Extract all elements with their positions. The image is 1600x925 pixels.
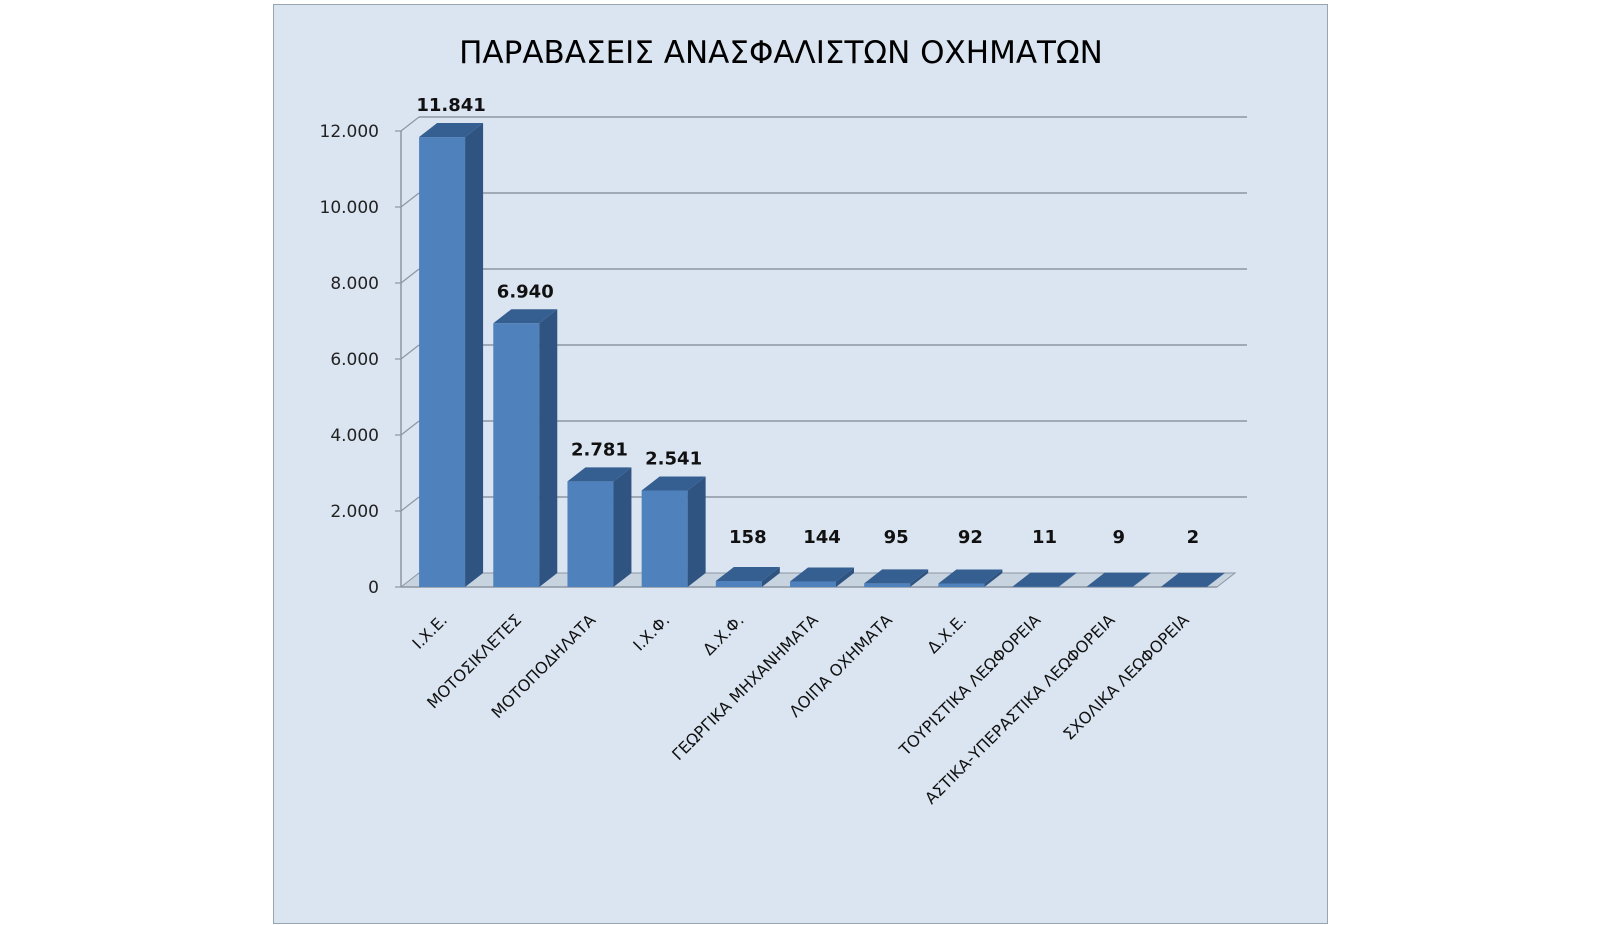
data-label: 144 <box>803 527 841 548</box>
data-label: 9 <box>1112 527 1125 548</box>
data-label: 11 <box>1032 527 1057 548</box>
gridline-depth <box>401 117 419 131</box>
y-tick-label: 0 <box>368 578 379 598</box>
gridline-depth <box>401 269 419 283</box>
bar <box>642 476 706 587</box>
bar <box>567 467 631 587</box>
x-tick-label: Ι.Χ.Ε. <box>408 610 450 652</box>
gridline-depth <box>401 421 419 435</box>
x-tick-label: ΓΕΩΡΓΙΚΑ ΜΗΧΑΝΗΜΑΤΑ <box>668 610 822 764</box>
data-label: 6.940 <box>497 281 554 302</box>
data-label: 95 <box>884 527 909 548</box>
bar-side <box>613 467 631 587</box>
x-tick-label: ΣΧΟΛΙΚΑ ΛΕΩΦΟΡΕΙΑ <box>1059 610 1192 743</box>
y-tick-label: 2.000 <box>330 502 379 522</box>
bar-front <box>938 584 984 587</box>
gridline-depth <box>401 497 419 511</box>
chart-panel: ΠΑΡΑΒΑΣΕΙΣ ΑΝΑΣΦΑΛΙΣΤΩΝ ΟΧΗΜΑΤΩΝ 0 2.000 4… <box>273 4 1328 924</box>
bar-side <box>539 309 557 587</box>
bar-front <box>419 137 465 587</box>
chart-title: ΠΑΡΑΒΑΣΕΙΣ ΑΝΑΣΦΑΛΙΣΤΩΝ ΟΧΗΜΑΤΩΝ <box>459 35 1103 71</box>
bar <box>419 123 483 587</box>
x-tick-label: ΤΟΥΡΙΣΤΙΚΑ ΛΕΩΦΟΡΕΙΑ <box>895 610 1045 760</box>
y-tick-label: 6.000 <box>330 350 379 370</box>
bar-front <box>716 581 762 587</box>
y-tick-label: 12.000 <box>320 122 379 142</box>
bar-side <box>465 123 483 587</box>
bar-front <box>790 582 836 587</box>
bar-front <box>567 481 613 587</box>
y-axis-tick-labels: 0 2.000 4.000 6.000 8.000 10.000 12.000 <box>320 122 379 598</box>
x-tick-label: Ι.Χ.Φ. <box>629 610 673 654</box>
bar-front <box>864 583 910 587</box>
bar-front <box>493 323 539 587</box>
data-label: 158 <box>729 527 767 548</box>
y-tick-label: 4.000 <box>330 426 379 446</box>
bar-front <box>642 490 688 587</box>
x-tick-label: Δ.Χ.Ε. <box>923 610 970 657</box>
y-tick-label: 8.000 <box>330 274 379 294</box>
data-label: 11.841 <box>416 95 485 116</box>
data-label: 2.541 <box>645 448 702 469</box>
data-label: 92 <box>958 527 983 548</box>
gridline-depth <box>401 345 419 359</box>
data-label: 2.781 <box>571 439 628 460</box>
y-tick-label: 10.000 <box>320 198 379 218</box>
bar-side <box>688 476 706 587</box>
data-label: 2 <box>1187 527 1200 548</box>
gridline-depth <box>401 193 419 207</box>
bar <box>493 309 557 587</box>
bar-chart: ΠΑΡΑΒΑΣΕΙΣ ΑΝΑΣΦΑΛΙΣΤΩΝ ΟΧΗΜΑΤΩΝ 0 2.000 4… <box>274 5 1329 925</box>
x-tick-label: Δ.Χ.Φ. <box>699 610 748 659</box>
